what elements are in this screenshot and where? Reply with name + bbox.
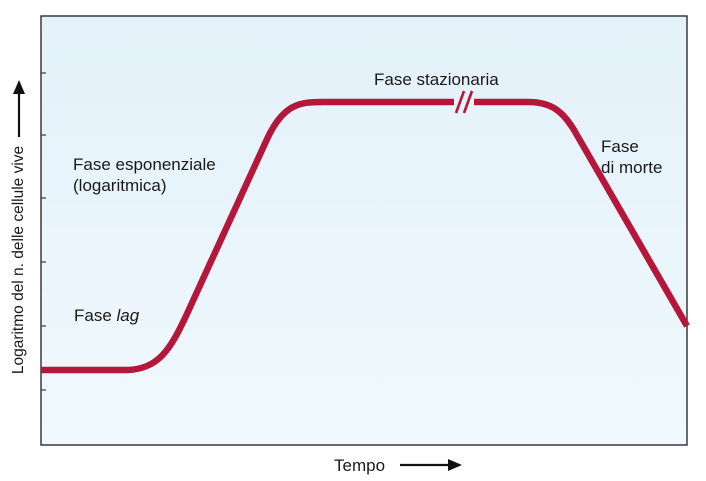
plot-area <box>40 15 688 446</box>
axis-break-icon <box>454 90 474 114</box>
x-axis-arrow-icon <box>400 459 462 471</box>
y-axis-arrow-icon <box>13 80 25 137</box>
x-axis-label: Tempo <box>334 456 386 475</box>
phase-label-exponential: Fase esponenziale (logaritmica) <box>73 154 216 196</box>
phase-label-stationary: Fase stazionaria <box>374 70 499 89</box>
phase-label-lag: Fase lag <box>74 305 139 326</box>
growth-curve-line <box>41 98 690 374</box>
phase-label-lag-prefix: Fase <box>74 306 112 325</box>
phase-label-death-line1: Fase <box>601 137 639 156</box>
phase-label-lag-emphasis: lag <box>116 306 140 325</box>
y-axis-label: Logaritmo del n. delle cellule vive <box>10 145 27 375</box>
y-axis-ticks <box>41 72 46 391</box>
phase-label-exponential-line2: (logaritmica) <box>73 176 167 195</box>
phase-label-death-line2: di morte <box>601 158 663 177</box>
phase-label-death: Fase di morte <box>601 136 662 178</box>
phase-label-exponential-line1: Fase esponenziale <box>73 155 216 174</box>
